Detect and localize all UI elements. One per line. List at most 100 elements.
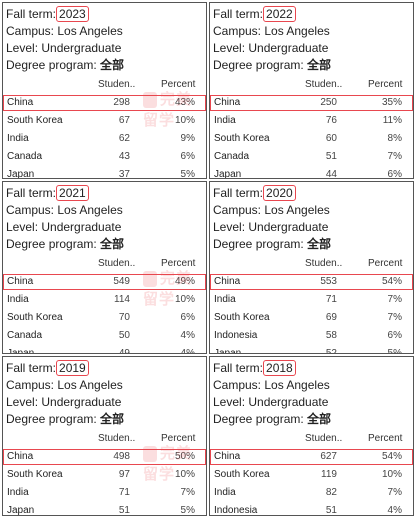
country-cell: India: [214, 294, 236, 305]
fall-term-label: Fall term:: [213, 186, 264, 200]
students-cell: 97: [118, 469, 130, 480]
degree-line: Degree program: 全部: [6, 411, 124, 428]
level-line: Level: Undergraduate: [213, 220, 329, 234]
students-cell: 43: [118, 151, 130, 162]
country-cell: China: [7, 97, 34, 108]
country-cell: India: [7, 133, 29, 144]
degree-line: Degree program: 全部: [213, 57, 331, 74]
table-row: South Korea 119 10%: [210, 467, 413, 483]
table-row: India 82 7%: [210, 485, 413, 501]
country-cell: Japan: [214, 169, 242, 179]
term-panel-2019: Fall term: 2019 Campus: Los Angeles Level: …: [2, 356, 207, 516]
percent-cell: 7%: [387, 312, 402, 323]
fall-term-label: Fall term:: [6, 186, 57, 200]
degree-value: 全部: [100, 237, 125, 251]
percent-column-header: Percent: [161, 79, 196, 90]
table-row: India 76 11%: [210, 113, 413, 129]
table-row: South Korea 70 6%: [3, 310, 206, 326]
table-row: South Korea 97 10%: [3, 467, 206, 483]
students-cell: 70: [118, 312, 130, 323]
percent-cell: 10%: [381, 469, 402, 480]
table-row: India 62 9%: [3, 131, 206, 147]
country-cell: Canada: [7, 151, 43, 162]
table-row: Indonesia 51 4%: [210, 503, 413, 516]
students-column-header: Studen..: [305, 433, 343, 444]
students-cell: 50: [118, 330, 130, 341]
country-cell: South Korea: [7, 312, 63, 323]
percent-cell: 9%: [180, 133, 195, 144]
fall-term-year[interactable]: 2022: [263, 6, 296, 22]
term-panel-2021: Fall term: 2021 Campus: Los Angeles Level: …: [2, 181, 207, 354]
country-cell: China: [7, 276, 34, 287]
students-cell: 62: [118, 133, 130, 144]
degree-label: Degree program:: [6, 412, 101, 426]
percent-cell: 10%: [174, 294, 195, 305]
panel-header: Fall term: 2018 Campus: Los Angeles Level: …: [213, 360, 331, 428]
students-cell: 553: [320, 276, 337, 287]
percent-column-header: Percent: [161, 258, 196, 269]
table-row: South Korea 60 8%: [210, 131, 413, 147]
degree-line: Degree program: 全部: [213, 411, 331, 428]
percent-cell: 6%: [387, 330, 402, 341]
fall-term-line: Fall term: 2020: [213, 185, 331, 202]
percent-cell: 49%: [174, 276, 195, 287]
panel-header: Fall term: 2022 Campus: Los Angeles Level: …: [213, 6, 331, 74]
campus-line: Campus: Los Angeles: [213, 203, 330, 217]
panel-header: Fall term: 2019 Campus: Los Angeles Level: …: [6, 360, 124, 428]
percent-cell: 11%: [382, 115, 402, 126]
fall-term-year[interactable]: 2023: [56, 6, 89, 22]
fall-term-year[interactable]: 2021: [56, 185, 89, 201]
students-column-header: Studen..: [305, 258, 343, 269]
students-cell: 549: [113, 276, 130, 287]
students-cell: 114: [114, 294, 130, 305]
term-panel-2023: Fall term: 2023 Campus: Los Angeles Level: …: [2, 2, 207, 179]
country-cell: Indonesia: [214, 505, 258, 516]
country-cell: India: [7, 294, 29, 305]
country-cell: Canada: [7, 330, 43, 341]
percent-cell: 10%: [174, 115, 195, 126]
table-row: China 553 54%: [210, 274, 413, 290]
percent-cell: 43%: [174, 97, 195, 108]
campus-line: Campus: Los Angeles: [213, 378, 330, 392]
term-panel-2022: Fall term: 2022 Campus: Los Angeles Level: …: [209, 2, 414, 179]
percent-cell: 4%: [180, 330, 195, 341]
country-cell: Japan: [7, 348, 35, 354]
students-cell: 37: [118, 169, 130, 179]
fall-term-year[interactable]: 2020: [263, 185, 296, 201]
degree-value: 全部: [100, 58, 125, 72]
degree-value: 全部: [307, 237, 332, 251]
percent-column-header: Percent: [368, 433, 403, 444]
panel-header: Fall term: 2023 Campus: Los Angeles Level: …: [6, 6, 124, 74]
country-cell: South Korea: [7, 469, 63, 480]
degree-label: Degree program:: [6, 58, 101, 72]
students-cell: 119: [321, 469, 337, 480]
country-cell: India: [214, 487, 236, 498]
campus-line: Campus: Los Angeles: [6, 24, 123, 38]
percent-column-header: Percent: [161, 433, 196, 444]
table-row: Japan 51 5%: [3, 503, 206, 515]
students-cell: 71: [118, 487, 130, 498]
panel-header: Fall term: 2020 Campus: Los Angeles Level: …: [213, 185, 331, 253]
campus-line: Campus: Los Angeles: [213, 24, 330, 38]
students-cell: 298: [113, 97, 130, 108]
percent-cell: 6%: [180, 151, 195, 162]
country-cell: India: [7, 487, 29, 498]
degree-line: Degree program: 全部: [6, 57, 124, 74]
country-cell: South Korea: [7, 115, 63, 126]
table-row: Canada 50 4%: [3, 328, 206, 344]
fall-term-year[interactable]: 2018: [263, 360, 296, 376]
panel-header: Fall term: 2021 Campus: Los Angeles Level: …: [6, 185, 124, 253]
students-column-header: Studen..: [98, 79, 136, 90]
table-row: Canada 43 6%: [3, 149, 206, 165]
table-row: India 114 10%: [3, 292, 206, 308]
degree-label: Degree program:: [213, 412, 308, 426]
degree-label: Degree program:: [213, 58, 308, 72]
fall-term-year[interactable]: 2019: [56, 360, 89, 376]
level-line: Level: Undergraduate: [213, 395, 329, 409]
country-cell: South Korea: [214, 312, 270, 323]
students-cell: 58: [325, 330, 337, 341]
campus-line: Campus: Los Angeles: [6, 203, 123, 217]
percent-cell: 7%: [387, 487, 402, 498]
fall-term-line: Fall term: 2022: [213, 6, 331, 23]
table-row: Japan 52 5%: [210, 346, 413, 353]
